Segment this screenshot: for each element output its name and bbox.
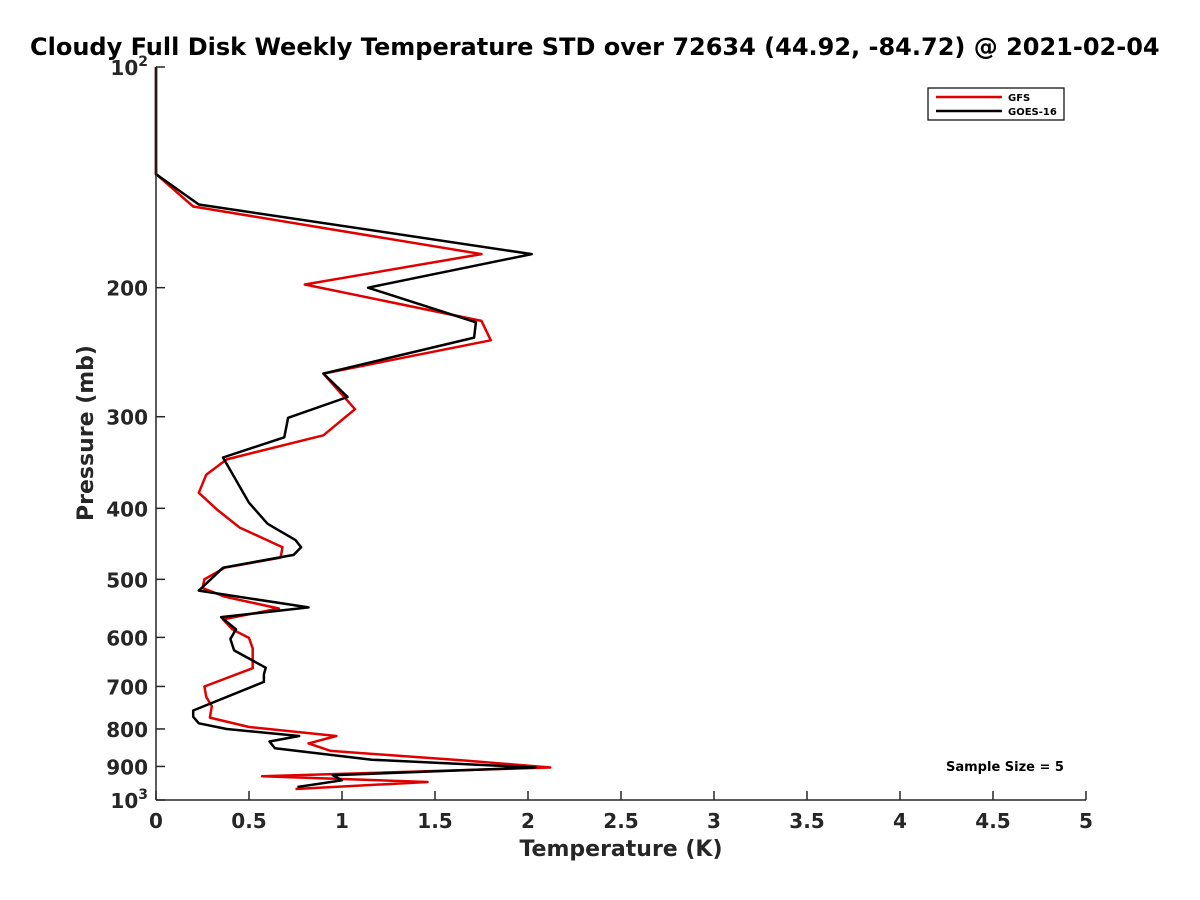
series-line-goes16: [154, 67, 537, 789]
x-tick-label: 0: [149, 809, 163, 833]
y-tick-label: 400: [106, 497, 148, 521]
series-line-gfs: [154, 67, 552, 791]
y-tick-label: 800: [106, 718, 148, 742]
y-tick-label: 700: [106, 675, 148, 699]
legend-box: [927, 87, 1065, 121]
x-tick-label: 3: [707, 809, 721, 833]
x-tick-label: 5: [1079, 809, 1093, 833]
y-tick-label: 102: [110, 54, 148, 80]
y-tick-label: 500: [106, 568, 148, 592]
y-tick-label: 600: [106, 626, 148, 650]
x-tick-label: 0.5: [231, 809, 266, 833]
series-layer: [154, 67, 552, 791]
x-tick-label: 4.5: [975, 809, 1010, 833]
legend-label-gfs: GFS: [1008, 93, 1030, 104]
chart-title: Cloudy Full Disk Weekly Temperature STD …: [30, 33, 1160, 61]
sample-size-annotation: Sample Size = 5: [946, 760, 1064, 775]
y-tick-layer: 102 200 300 400 500 600 700 800 900 103: [106, 54, 165, 813]
x-tick-label: 4: [893, 809, 907, 833]
y-tick-label: 200: [106, 277, 148, 301]
y-tick-label: 103: [110, 787, 148, 813]
x-tick-label: 2.5: [603, 809, 638, 833]
y-tick-label: 900: [106, 755, 148, 779]
legend-label-goes16: GOES-16: [1008, 107, 1057, 118]
x-tick-label: 1.5: [417, 809, 452, 833]
legend: GFS GOES-16: [927, 87, 1065, 121]
x-tick-label: 3.5: [789, 809, 824, 833]
y-axis-label: Pressure (mb): [74, 345, 99, 521]
y-tick-label: 300: [106, 406, 148, 430]
x-tick-layer: 0 0.5 1 1.5 2 2.5 3 3.5 4 4.5 5: [149, 791, 1093, 833]
x-axis-label: Temperature (K): [519, 837, 722, 862]
x-tick-label: 2: [521, 809, 535, 833]
x-tick-label: 1: [335, 809, 349, 833]
